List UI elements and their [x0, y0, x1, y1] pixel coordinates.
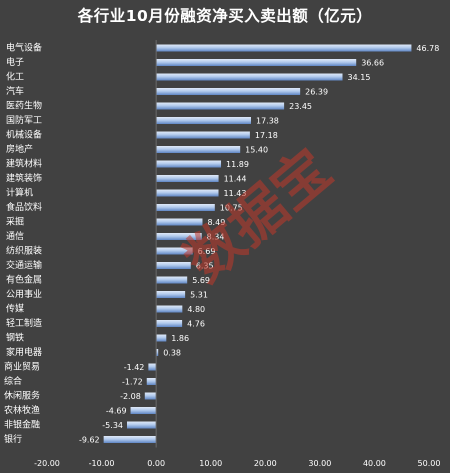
- bar: [156, 218, 203, 226]
- category-label: 纺织服装: [6, 245, 42, 257]
- bar: [156, 305, 183, 313]
- value-label: 10.75: [220, 204, 243, 213]
- value-label: 0.38: [163, 349, 181, 358]
- bar: [156, 204, 215, 211]
- category-label: 化工: [6, 71, 24, 83]
- category-label: 国防军工: [6, 114, 42, 126]
- value-label: 15.40: [245, 146, 268, 155]
- bar: [156, 247, 193, 255]
- bar: [156, 146, 241, 153]
- value-label: -9.62: [79, 436, 100, 445]
- category-label: 商业贸易: [4, 361, 40, 373]
- category-label: 有色金属: [6, 274, 42, 286]
- value-label: 46.78: [416, 44, 439, 53]
- bar: [127, 421, 157, 429]
- bar: [156, 117, 251, 124]
- bar: [144, 392, 157, 400]
- value-label: 26.39: [305, 88, 328, 97]
- value-label: -2.08: [120, 392, 141, 401]
- value-label: -1.72: [122, 378, 143, 387]
- x-tick-label: -10.00: [89, 459, 115, 468]
- bar: [156, 160, 222, 168]
- bar: [156, 59, 357, 66]
- category-label: 家用电器: [6, 346, 42, 358]
- category-label: 传媒: [6, 303, 24, 315]
- category-label: 房地产: [6, 143, 33, 155]
- value-label: -5.34: [102, 421, 123, 430]
- value-label: 5.31: [190, 291, 208, 300]
- bar: [148, 363, 157, 371]
- bar: [156, 320, 183, 327]
- category-label: 电子: [6, 56, 24, 68]
- x-tick-label: -20.00: [34, 459, 60, 468]
- value-label: 34.15: [348, 73, 371, 82]
- x-tick-label: 30.00: [308, 459, 331, 468]
- category-label: 建筑材料: [6, 158, 42, 170]
- category-label: 钢铁: [6, 332, 24, 344]
- value-label: 8.49: [207, 218, 225, 227]
- x-tick-label: 0.00: [147, 459, 165, 468]
- bar: [156, 233, 202, 240]
- value-label: 1.86: [171, 334, 189, 343]
- x-tick-label: 20.00: [254, 459, 277, 468]
- value-label: 5.69: [192, 276, 210, 285]
- bar: [156, 334, 167, 342]
- x-tick-labels-group: -20.00 -10.00 0.00 10.00 20.00 30.00 40.00 50.0…: [34, 459, 440, 468]
- bar: [130, 407, 157, 414]
- category-label: 采掘: [6, 216, 24, 228]
- value-label: 36.66: [361, 59, 384, 68]
- category-label: 非银金融: [4, 419, 40, 431]
- value-label: 6.69: [198, 247, 216, 256]
- value-label: 4.80: [187, 305, 205, 314]
- category-label: 医药生物: [6, 100, 42, 112]
- category-label: 轻工制造: [6, 317, 42, 329]
- bar: [156, 44, 412, 52]
- category-label: 汽车: [6, 85, 24, 97]
- bar: [156, 73, 343, 81]
- x-tick-label: 10.00: [199, 459, 222, 468]
- category-labels-group: 电气设备电子化工汽车医药生物国防军工机械设备房地产建筑材料建筑装饰计算机食品饮料…: [4, 42, 42, 446]
- category-label: 休闲服务: [4, 390, 40, 402]
- value-label: 11.89: [226, 160, 249, 169]
- bar: [156, 291, 186, 298]
- category-label: 综合: [4, 375, 22, 387]
- bar: [156, 102, 285, 110]
- bar: [146, 378, 157, 385]
- value-labels-group: 46.78 36.66 34.15 26.39 23.45 17.38 17.18 15.40…: [79, 44, 439, 445]
- value-label: 17.38: [256, 117, 279, 126]
- category-label: 食品饮料: [6, 201, 42, 213]
- value-label: 4.76: [187, 320, 205, 329]
- value-label: 11.43: [224, 189, 247, 198]
- value-label: 8.34: [207, 233, 225, 242]
- category-label: 银行: [4, 433, 22, 445]
- category-label: 机械设备: [6, 129, 42, 141]
- bar: [156, 276, 188, 284]
- category-label: 通信: [6, 230, 24, 242]
- category-label: 建筑装饰: [6, 172, 42, 184]
- bars-group: [103, 44, 412, 443]
- x-tick-label: 40.00: [363, 459, 386, 468]
- bar: [156, 88, 301, 95]
- x-tick-label: 50.00: [418, 459, 441, 468]
- category-label: 交通运输: [6, 259, 42, 271]
- bar: [156, 262, 191, 269]
- bar: [156, 175, 219, 182]
- category-label: 公用事业: [6, 288, 42, 300]
- category-label: 计算机: [6, 187, 33, 199]
- value-label: 6.35: [196, 262, 214, 271]
- value-label: 23.45: [289, 102, 312, 111]
- bar: [156, 189, 219, 197]
- chart-title: 各行业10月份融资净买入卖出额（亿元）: [77, 7, 373, 25]
- bar: [103, 436, 157, 443]
- value-label: 11.44: [224, 175, 247, 184]
- value-label: 17.18: [255, 131, 278, 140]
- category-label: 农林牧渔: [4, 404, 40, 416]
- category-label: 电气设备: [6, 42, 42, 54]
- value-label: -1.42: [124, 363, 145, 372]
- bar: [156, 131, 250, 139]
- bar: [156, 349, 159, 356]
- value-label: -4.69: [106, 407, 127, 416]
